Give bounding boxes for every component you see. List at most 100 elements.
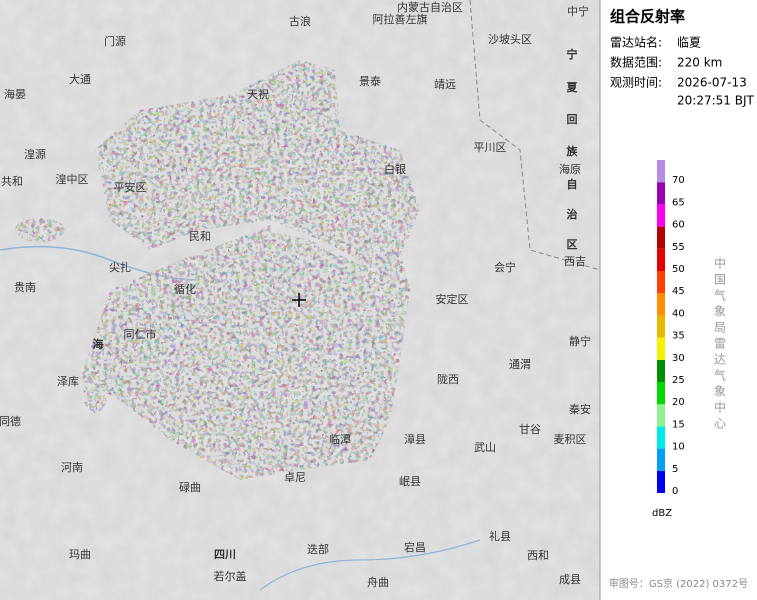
place-label: 若尔盖 xyxy=(214,569,247,583)
place-label: 碌曲 xyxy=(179,481,201,494)
place-label: 治 xyxy=(567,207,578,221)
place-label: 陇西 xyxy=(437,372,459,386)
legend-label: 20 xyxy=(672,397,685,408)
place-label: 景泰 xyxy=(359,74,381,88)
place-label: 泽库 xyxy=(57,375,79,388)
place-label: 宕昌 xyxy=(404,540,426,554)
place-label: 秦安 xyxy=(569,402,591,416)
legend-swatch xyxy=(657,426,665,449)
place-label: 海 xyxy=(93,337,104,351)
place-label: 共和 xyxy=(1,175,23,188)
place-label: 临潭 xyxy=(329,432,351,446)
legend-label: 55 xyxy=(672,242,685,253)
legend-label: 40 xyxy=(672,308,685,319)
place-label: 大通 xyxy=(69,72,91,86)
source-char: 中 xyxy=(714,400,726,415)
river xyxy=(259,539,481,591)
place-label: 武山 xyxy=(474,441,496,454)
place-label: 循化 xyxy=(174,282,196,296)
legend-label: 15 xyxy=(672,419,685,430)
place-label: 同仁市 xyxy=(124,327,157,341)
panel xyxy=(600,0,757,600)
info-value: 20:27:51 BJT xyxy=(677,94,754,108)
place-label: 靖远 xyxy=(434,78,456,91)
legend-label: 65 xyxy=(672,197,685,208)
source-char: 气 xyxy=(714,368,726,383)
legend-swatch xyxy=(657,470,665,493)
legend: 0 5 10 15 20 25 30 35 40 45 50 55 60 65 70 xyxy=(657,160,685,497)
approval: 审图号：GS京 (2022) 0372号 xyxy=(609,577,748,590)
place-label: 中宁 xyxy=(567,4,589,18)
source-char: 达 xyxy=(714,353,726,367)
info-label: 数据范围: xyxy=(610,55,662,70)
source-char: 心 xyxy=(714,417,726,431)
place-label: 尖扎 xyxy=(109,260,131,274)
legend-label: 30 xyxy=(672,353,685,364)
legend-label: 50 xyxy=(672,264,685,275)
legend-label: 70 xyxy=(672,175,685,186)
place-label: 玛曲 xyxy=(69,548,91,561)
place-label: 族 xyxy=(567,144,579,158)
place-label: 平安区 xyxy=(114,180,147,194)
place-label: 成县 xyxy=(559,573,581,586)
info-value: 临夏 xyxy=(677,36,701,50)
legend-label: 35 xyxy=(672,331,685,342)
legend-swatch xyxy=(657,248,665,271)
place-label: 海晏 xyxy=(4,87,26,101)
legend-unit: dBZ xyxy=(652,508,672,519)
boundary xyxy=(469,0,601,271)
place-label: 漳县 xyxy=(404,432,426,446)
place-label: 区 xyxy=(567,238,578,251)
place-label: 湟中区 xyxy=(56,173,89,186)
place-label: 安定区 xyxy=(436,292,469,306)
info-label: 观测时间: xyxy=(610,76,662,90)
source-char: 象 xyxy=(714,385,726,399)
legend-swatch xyxy=(657,382,665,405)
place-label: 迭部 xyxy=(307,542,329,556)
place-label: 宁 xyxy=(567,47,578,61)
legend-label: 5 xyxy=(672,464,678,475)
radar-site xyxy=(292,293,306,307)
legend-swatch xyxy=(657,271,665,294)
legend-swatch xyxy=(657,337,665,360)
legend-swatch xyxy=(657,182,665,205)
place-label: 麦积区 xyxy=(554,433,587,446)
place-label: 回 xyxy=(567,112,578,126)
place-label: 四川 xyxy=(214,548,236,561)
place-label: 湟源 xyxy=(24,147,46,161)
legend-label: 0 xyxy=(672,486,678,497)
place-label: 岷县 xyxy=(399,475,421,488)
place-label: 古浪 xyxy=(289,14,311,28)
info-value: 220 km xyxy=(677,56,722,70)
place-label: 阿拉善左旗 xyxy=(373,12,428,26)
place-label: 门源 xyxy=(104,34,126,48)
source-char: 雷 xyxy=(714,337,726,351)
place-label: 海原 xyxy=(559,162,581,176)
legend-swatch xyxy=(657,315,665,338)
place-label: 民和 xyxy=(189,230,211,243)
place-label: 会宁 xyxy=(494,260,516,274)
legend-swatch xyxy=(657,293,665,316)
legend-swatch xyxy=(657,204,665,227)
source-char: 象 xyxy=(714,305,726,319)
place-label: 静宁 xyxy=(569,334,591,348)
legend-label: 25 xyxy=(672,375,685,386)
source-char: 国 xyxy=(714,273,726,287)
legend-swatch xyxy=(657,359,665,382)
place-label: 夏 xyxy=(567,81,579,94)
place-label: 通渭 xyxy=(509,358,531,371)
place-label: 沙坡头区 xyxy=(488,33,532,46)
place-label: 平川区 xyxy=(474,141,507,154)
place-label: 内蒙古自治区 xyxy=(397,0,463,14)
place-label: 西吉 xyxy=(564,255,586,268)
place-label: 天祝 xyxy=(247,87,269,101)
legend-swatch xyxy=(657,404,665,427)
legend-swatch xyxy=(657,160,665,183)
info-label: 雷达站名: xyxy=(610,35,662,50)
place-label: 西和 xyxy=(527,549,549,562)
source-char: 局 xyxy=(714,321,726,335)
place-label: 甘谷 xyxy=(519,423,541,436)
title: 组合反射率 xyxy=(610,8,685,26)
